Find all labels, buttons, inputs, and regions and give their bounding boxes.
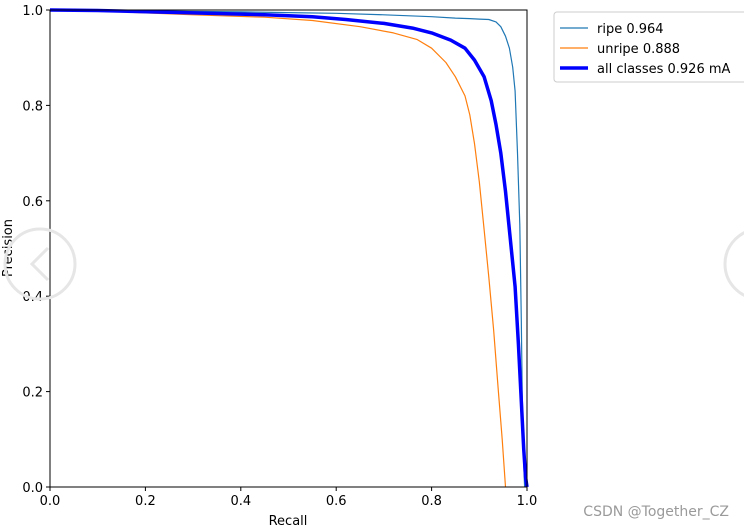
legend-label-1: unripe 0.888 [597,42,680,57]
x-tick-label: 0.8 [421,494,442,509]
x-tick-label: 0.6 [326,494,347,509]
carousel-prev-arrow[interactable] [3,227,77,301]
series-line-1 [49,9,507,488]
carousel-prev-circle [3,227,77,301]
carousel-next-circle [723,231,744,297]
plot-frame [49,9,528,488]
series-line-2 [49,8,529,488]
y-tick-label: 0.0 [22,481,43,496]
x-tick-label: 0.0 [40,494,61,509]
x-tick-label: 0.4 [230,494,251,509]
x-axis-label: Recall [269,514,308,529]
y-tick-label: 0.2 [22,386,43,401]
chevron-left-icon [29,246,50,282]
legend: ripe 0.964 unripe 0.888 all classes 0.926 … [553,11,744,83]
x-tick-label: 1.0 [517,494,538,509]
plot-area [49,8,529,488]
y-tick-label: 0.6 [22,195,43,210]
legend-label-2: all classes 0.926 mA [597,62,731,77]
watermark: CSDN @Together_CZ [583,504,729,520]
x-tick-label: 0.2 [135,494,156,509]
series-layer [49,8,529,488]
y-tick-label: 1.0 [22,4,43,19]
x-axis-ticks: 0.0 0.2 0.4 0.6 0.8 1.0 [40,487,538,509]
legend-label-0: ripe 0.964 [597,22,664,37]
series-line-0 [49,9,526,488]
y-tick-label: 0.8 [22,99,43,114]
carousel-next-arrow[interactable] [723,229,744,299]
legend-box [553,11,744,83]
